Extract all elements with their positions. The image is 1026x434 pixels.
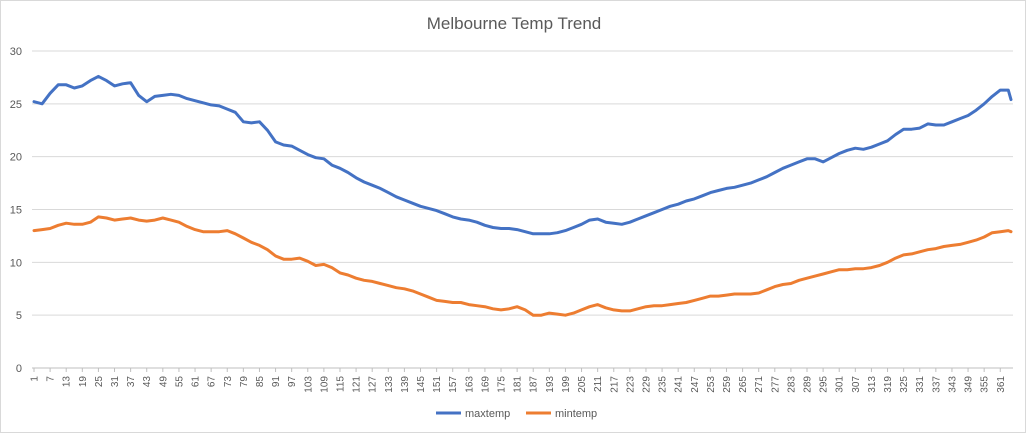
x-tick-label: 163 <box>464 376 475 393</box>
x-tick-label: 343 <box>947 376 958 393</box>
x-tick-label: 13 <box>62 376 73 388</box>
x-tick-label: 7 <box>46 376 57 382</box>
x-tick-label: 271 <box>754 376 765 393</box>
chart-title: Melbourne Temp Trend <box>427 14 602 33</box>
x-tick-label: 37 <box>126 376 137 388</box>
series-line-maxtemp <box>32 74 1013 236</box>
x-tick-label: 187 <box>529 376 540 393</box>
x-tick-label: 97 <box>287 376 298 388</box>
x-tick-label: 229 <box>641 376 652 393</box>
x-tick-label: 85 <box>255 376 266 388</box>
x-tick-label: 1 <box>30 376 41 382</box>
x-tick-label: 49 <box>158 376 169 388</box>
y-axis-ticks: 0 5 10 15 20 25 30 <box>10 46 22 375</box>
gridlines <box>32 50 1013 369</box>
x-tick-label: 223 <box>625 376 636 393</box>
x-tick-label: 283 <box>786 376 797 393</box>
y-tick-label: 20 <box>10 152 22 164</box>
x-tick-label: 199 <box>561 376 572 393</box>
y-tick-label: 10 <box>10 257 22 269</box>
x-tick-label: 127 <box>368 376 379 393</box>
x-tick-label: 253 <box>706 376 717 393</box>
x-tick-label: 133 <box>384 376 395 393</box>
x-tick-label: 61 <box>191 376 202 388</box>
x-tick-label: 115 <box>335 376 346 392</box>
x-tick-label: 217 <box>609 376 620 393</box>
x-tick-label: 103 <box>303 376 314 393</box>
x-tick-label: 301 <box>835 376 846 393</box>
x-tick-label: 211 <box>593 376 604 392</box>
legend-label-mintemp: mintemp <box>555 408 597 420</box>
x-tick-label: 157 <box>448 376 459 393</box>
x-tick-label: 277 <box>770 376 781 393</box>
x-tick-label: 289 <box>803 376 814 393</box>
y-tick-label: 0 <box>16 363 22 375</box>
x-tick-label: 307 <box>851 376 862 393</box>
x-tick-label: 145 <box>416 376 427 393</box>
y-tick-label: 15 <box>10 205 22 217</box>
legend-label-maxtemp: maxtemp <box>465 408 510 420</box>
x-tick-label: 151 <box>432 376 443 393</box>
x-tick-label: 91 <box>271 376 282 388</box>
x-tick-label: 265 <box>738 376 749 393</box>
x-tick-label: 193 <box>545 376 556 393</box>
x-tick-label: 19 <box>78 376 89 388</box>
x-axis-ticks: 1 7 13 19 25 31 37 43 49 55 61 67 73 79 85 91 97 103 109 11… <box>30 368 1007 393</box>
x-tick-label: 169 <box>480 376 491 393</box>
series-lines <box>32 74 1013 317</box>
x-tick-label: 295 <box>819 376 830 393</box>
x-tick-label: 247 <box>690 376 701 393</box>
x-tick-label: 325 <box>899 376 910 393</box>
x-tick-label: 259 <box>722 376 733 393</box>
y-tick-label: 5 <box>16 310 22 322</box>
x-tick-label: 67 <box>207 376 218 388</box>
x-tick-label: 175 <box>497 376 508 393</box>
x-tick-label: 241 <box>674 376 685 393</box>
x-tick-label: 121 <box>352 376 363 393</box>
x-tick-label: 181 <box>513 376 524 393</box>
y-tick-label: 30 <box>10 46 22 58</box>
x-tick-label: 55 <box>174 376 185 388</box>
x-tick-label: 31 <box>110 376 121 388</box>
x-tick-label: 313 <box>867 376 878 393</box>
x-tick-label: 235 <box>658 376 669 393</box>
x-tick-label: 355 <box>980 376 991 393</box>
y-tick-label: 25 <box>10 99 22 111</box>
x-tick-label: 337 <box>931 376 942 393</box>
x-tick-label: 73 <box>223 376 234 388</box>
x-tick-label: 349 <box>964 376 975 393</box>
x-tick-label: 361 <box>996 376 1007 393</box>
x-tick-label: 319 <box>883 376 894 393</box>
x-tick-label: 109 <box>319 376 330 393</box>
x-tick-label: 43 <box>142 376 153 388</box>
x-tick-label: 139 <box>400 376 411 393</box>
x-tick-label: 25 <box>94 376 105 388</box>
series-line-mintemp <box>32 215 1013 317</box>
x-tick-label: 205 <box>577 376 588 393</box>
legend: maxtemp mintemp <box>436 408 597 420</box>
x-tick-label: 331 <box>915 376 926 393</box>
x-tick-label: 79 <box>239 376 250 388</box>
